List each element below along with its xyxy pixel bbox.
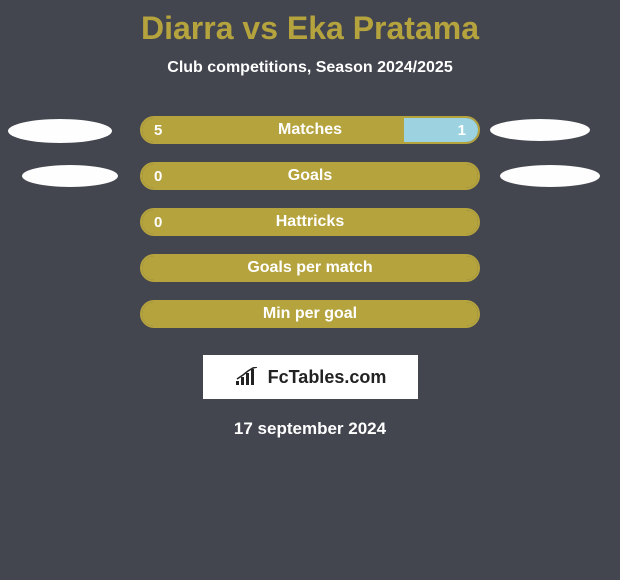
date-text: 17 september 2024 (0, 419, 620, 439)
bar-container: Min per goal (140, 300, 480, 328)
chart-area: 51Matches 0Goals 0Hattricks Goals per match… (0, 107, 620, 337)
bar-left-value (142, 256, 478, 280)
bar-container: 0Hattricks (140, 208, 480, 236)
bar-container: 0Goals (140, 162, 480, 190)
bar-left-value: 0 (142, 210, 478, 234)
bar-left-value: 0 (142, 164, 478, 188)
logo-text: FcTables.com (268, 367, 387, 388)
stat-row: 0Hattricks (0, 199, 620, 245)
team-logo-placeholder (22, 165, 118, 187)
bar-left-value (142, 302, 478, 326)
team-logo-placeholder (500, 165, 600, 187)
page-subtitle: Club competitions, Season 2024/2025 (0, 59, 620, 77)
bar-left-value: 5 (142, 118, 404, 142)
stat-row: Goals per match (0, 245, 620, 291)
stat-row: Min per goal (0, 291, 620, 337)
logo-box: FcTables.com (203, 355, 418, 399)
bar-container: 51Matches (140, 116, 480, 144)
team-logo-placeholder (490, 119, 590, 141)
bar-right-value: 1 (404, 118, 478, 142)
page-title: Diarra vs Eka Pratama (0, 0, 620, 47)
logo-icon (234, 367, 262, 387)
team-logo-placeholder (8, 119, 112, 143)
bar-container: Goals per match (140, 254, 480, 282)
